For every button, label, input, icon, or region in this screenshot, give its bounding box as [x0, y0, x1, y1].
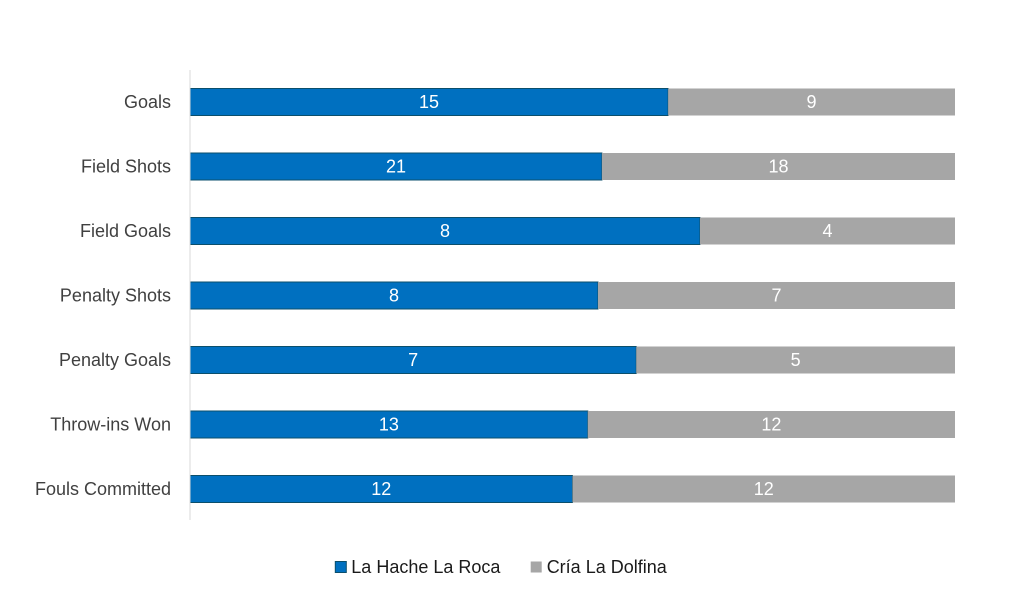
data-label: 15: [419, 92, 439, 112]
legend-swatch-la-hache-la-roca: [334, 561, 347, 573]
category-label: Field Shots: [81, 157, 171, 177]
bar-cria-la-dolfina: [636, 346, 955, 374]
legend-swatch-cria-la-dolfina: [530, 561, 542, 573]
data-label: 4: [822, 221, 832, 241]
bar-la-hache-la-roca: [189, 152, 603, 181]
data-label: 5: [791, 350, 801, 370]
bars-group: 15 9 21 18 8 4 8 7 7 5 13 12 12 12: [189, 88, 955, 503]
legend-label: La Hache La Roca: [351, 557, 501, 577]
category-label: Fouls Committed: [35, 479, 171, 499]
bar-cria-la-dolfina: [598, 282, 955, 309]
bar-cria-la-dolfina: [700, 217, 955, 245]
category-labels: Goals Field Shots Field Goals Penalty Shots…: [35, 92, 171, 499]
data-label: 12: [754, 479, 774, 499]
data-label: 7: [771, 286, 781, 306]
bar-la-hache-la-roca: [189, 88, 669, 116]
data-label: 8: [440, 221, 450, 241]
legend: La Hache La Roca Cría La Dolfina: [334, 557, 668, 577]
data-label: 7: [408, 350, 418, 370]
data-label: 18: [768, 157, 788, 177]
data-label: 21: [386, 157, 406, 177]
data-label: 8: [389, 286, 399, 306]
data-label: 12: [371, 479, 391, 499]
bar-la-hache-la-roca: [189, 346, 637, 374]
legend-label: Cría La Dolfina: [547, 557, 668, 577]
bar-cria-la-dolfina: [601, 153, 955, 180]
data-label: 9: [807, 92, 817, 112]
bar-cria-la-dolfina: [668, 88, 955, 116]
category-label: Penalty Shots: [60, 286, 171, 306]
data-label: 13: [379, 415, 399, 435]
bar-la-hache-la-roca: [189, 410, 589, 439]
category-label: Field Goals: [80, 221, 171, 241]
category-label: Goals: [124, 92, 171, 112]
category-label: Throw-ins Won: [50, 415, 171, 435]
bar-la-hache-la-roca: [189, 281, 599, 310]
data-label: 12: [761, 415, 781, 435]
bar-cria-la-dolfina: [587, 411, 955, 438]
bar-cria-la-dolfina: [572, 475, 955, 503]
category-label: Penalty Goals: [59, 350, 171, 370]
